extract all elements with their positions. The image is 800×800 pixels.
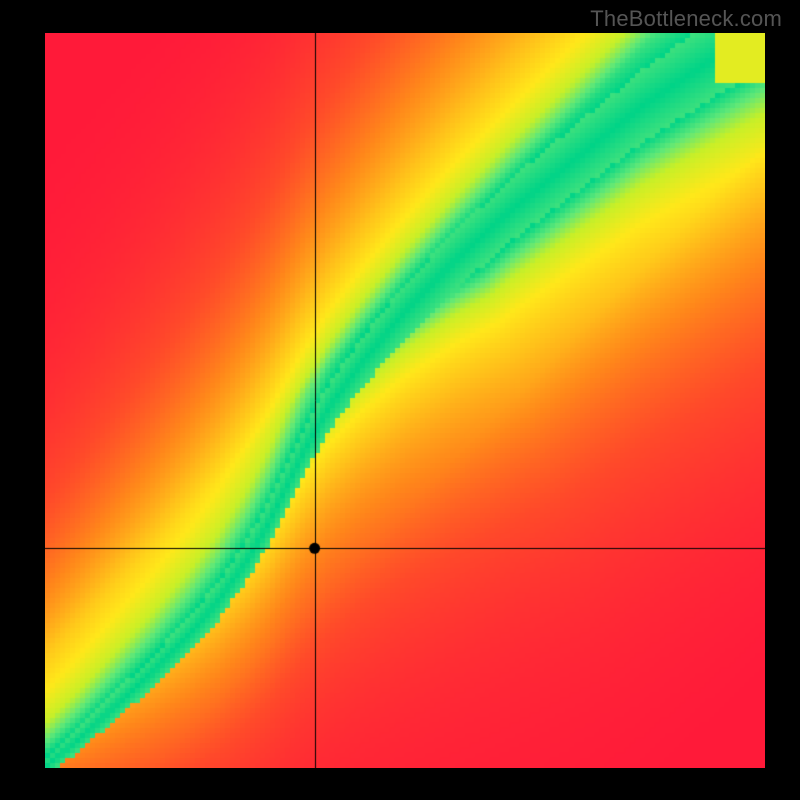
watermark-text: TheBottleneck.com bbox=[590, 6, 782, 32]
chart-container: TheBottleneck.com bbox=[0, 0, 800, 800]
heatmap-canvas bbox=[45, 33, 765, 768]
